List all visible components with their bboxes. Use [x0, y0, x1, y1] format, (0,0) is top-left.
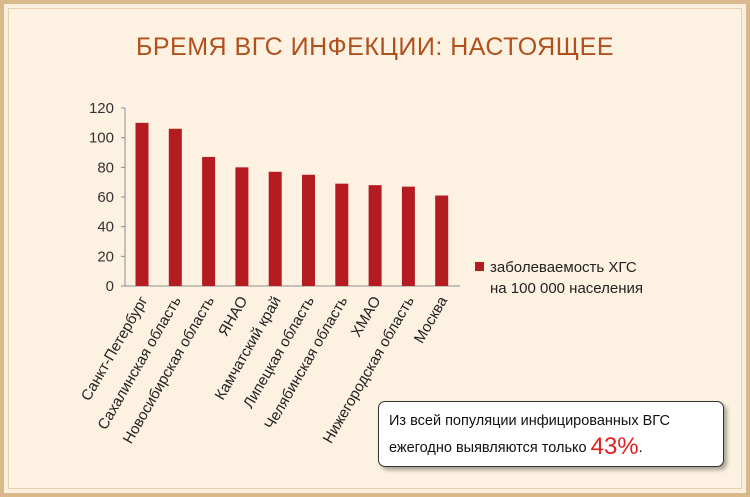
- bar: [335, 183, 349, 286]
- y-tick-label: 0: [106, 278, 114, 295]
- callout-line2-text: ежегодно выявляются только: [389, 440, 587, 456]
- bar: [268, 171, 282, 286]
- legend-label-line2: на 100 000 населения: [490, 280, 643, 297]
- chart-legend: заболеваемость ХГС на 100 000 населения: [475, 259, 643, 297]
- y-tick-label: 120: [89, 100, 114, 117]
- legend-label-line1: заболеваемость ХГС: [490, 259, 637, 276]
- bar: [368, 185, 382, 286]
- callout-period: .: [638, 440, 643, 456]
- y-axis-ticks: 0 20 40 60 80 100 120: [89, 100, 125, 295]
- bar: [302, 174, 315, 286]
- callout-percent: 43%: [590, 433, 639, 460]
- y-tick-label: 80: [97, 159, 114, 176]
- x-tick-label: ЯНАО: [215, 294, 251, 340]
- y-tick-label: 60: [97, 189, 114, 206]
- callout-line2: ежегодно выявляются только 43%.: [389, 434, 713, 461]
- bar: [435, 195, 449, 286]
- slide-title: БРЕМЯ ВГС ИНФЕКЦИИ: НАСТОЯЩЕЕ: [135, 33, 615, 61]
- x-tick-label: ХМАО: [348, 294, 385, 340]
- bar: [168, 128, 182, 286]
- bar: [202, 156, 216, 286]
- chart-bars: [135, 122, 449, 286]
- x-tick-label: Москва: [411, 293, 452, 346]
- bar: [235, 167, 249, 286]
- legend-swatch: [475, 262, 484, 271]
- callout-note: Из всей популяции инфицированных ВГС еже…: [378, 401, 724, 467]
- y-tick-label: 20: [97, 248, 114, 265]
- y-tick-label: 40: [97, 219, 114, 236]
- y-tick-label: 100: [89, 130, 114, 147]
- bar: [401, 186, 415, 286]
- bar: [135, 122, 149, 286]
- callout-line1: Из всей популяции инфицированных ВГС: [389, 413, 670, 429]
